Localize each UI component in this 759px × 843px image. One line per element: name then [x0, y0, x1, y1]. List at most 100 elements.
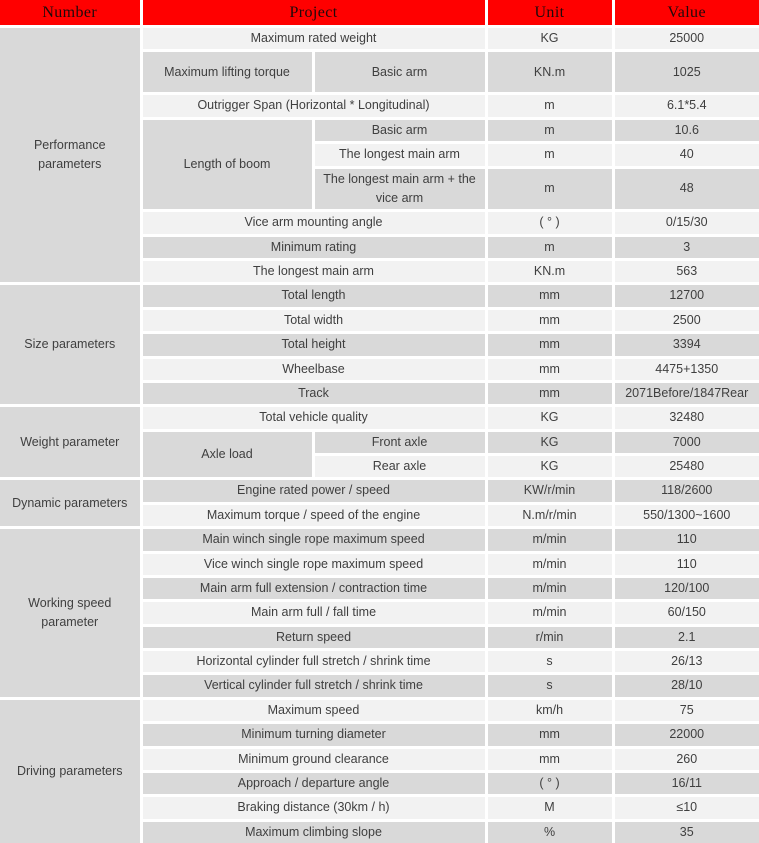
project-cell: Minimum turning diameter: [139, 721, 488, 749]
unit-cell: KW/r/min: [484, 477, 615, 505]
table-row: Horizontal cylinder full stretch / shrin…: [0, 647, 759, 676]
project-cell: Return speed: [139, 623, 488, 652]
value-cell: 0/15/30: [611, 209, 759, 237]
unit-cell: m/min: [484, 574, 615, 603]
table-row: Vertical cylinder full stretch / shrink …: [0, 672, 759, 700]
project-cell: Front axle: [311, 428, 488, 457]
unit-cell: KG: [484, 404, 615, 432]
unit-cell: m/min: [484, 599, 615, 627]
value-cell: 75: [611, 696, 759, 725]
section-label-driving: Driving parameters: [0, 696, 143, 843]
unit-cell: ( ° ): [484, 769, 615, 798]
col-header-unit: Unit: [484, 0, 615, 28]
value-cell: 22000: [611, 721, 759, 749]
project-cell: Maximum torque / speed of the engine: [139, 501, 488, 530]
unit-cell: mm: [484, 721, 615, 749]
table-row: Driving parameters Maximum speed km/h 75: [0, 696, 759, 843]
project-cell: Main winch single rope maximum speed: [139, 526, 488, 554]
col-header-value: Value: [611, 0, 759, 28]
project-cell: Minimum rating: [139, 233, 488, 262]
col-header-project: Project: [139, 0, 488, 28]
value-cell: 260: [611, 745, 759, 773]
unit-cell: mm: [484, 355, 615, 383]
value-cell: 28/10: [611, 672, 759, 700]
project-cell: Approach / departure angle: [139, 769, 488, 798]
table-row: Track mm 2071Before/1847Rear: [0, 379, 759, 408]
header-row: Number Project Unit Value: [0, 0, 759, 28]
table-row: Weight parameter Total vehicle quality K…: [0, 404, 759, 481]
value-cell: 16/11: [611, 769, 759, 798]
value-cell: 25000: [611, 24, 759, 53]
project-cell: Total height: [139, 331, 488, 359]
value-cell: 32480: [611, 404, 759, 432]
project-cell: Braking distance (30km / h): [139, 794, 488, 822]
table-row: Vice winch single rope maximum speed m/m…: [0, 550, 759, 578]
unit-cell: mm: [484, 331, 615, 359]
value-cell: 10.6: [611, 116, 759, 145]
group-cell: Length of boom: [139, 116, 315, 213]
table-row: Maximum torque / speed of the engine N.m…: [0, 501, 759, 530]
project-cell: The longest main arm + the vice arm: [311, 165, 488, 213]
table-row: Size parameters Total length mm 12700: [0, 282, 759, 408]
project-cell: Basic arm: [311, 49, 488, 96]
unit-cell: KG: [484, 428, 615, 457]
project-cell: Vertical cylinder full stretch / shrink …: [139, 672, 488, 700]
value-cell: 118/2600: [611, 477, 759, 505]
unit-cell: mm: [484, 745, 615, 773]
group-cell: Maximum lifting torque: [139, 49, 315, 96]
table-row: Total width mm 2500: [0, 306, 759, 335]
table-row: Main arm full / fall time m/min 60/150: [0, 599, 759, 627]
project-cell: Maximum speed: [139, 696, 488, 725]
table-row: Rear axle KG 25480: [0, 452, 759, 481]
value-cell: 12700: [611, 282, 759, 310]
project-cell: Total width: [139, 306, 488, 335]
unit-cell: M: [484, 794, 615, 822]
section-label-performance: Performance parameters: [0, 24, 143, 286]
table-row: The longest main arm m 40: [0, 141, 759, 169]
value-cell: 2.1: [611, 623, 759, 652]
unit-cell: ( ° ): [484, 209, 615, 237]
unit-cell: m/min: [484, 526, 615, 554]
unit-cell: r/min: [484, 623, 615, 652]
project-cell: The longest main arm: [139, 257, 488, 286]
unit-cell: m: [484, 165, 615, 213]
project-cell: Maximum rated weight: [139, 24, 488, 53]
unit-cell: m: [484, 116, 615, 145]
value-cell: 6.1*5.4: [611, 92, 759, 120]
value-cell: 3394: [611, 331, 759, 359]
value-cell: 40: [611, 141, 759, 169]
table-row: The longest main arm + the vice arm m 48: [0, 165, 759, 213]
project-cell: Total length: [139, 282, 488, 310]
value-cell: 563: [611, 257, 759, 286]
unit-cell: KG: [484, 452, 615, 481]
value-cell: 7000: [611, 428, 759, 457]
unit-cell: KN.m: [484, 49, 615, 96]
unit-cell: s: [484, 672, 615, 700]
project-cell: Track: [139, 379, 488, 408]
unit-cell: %: [484, 818, 615, 843]
value-cell: ≤10: [611, 794, 759, 822]
section-label-dynamic: Dynamic parameters: [0, 477, 143, 530]
value-cell: 60/150: [611, 599, 759, 627]
project-cell: Rear axle: [311, 452, 488, 481]
unit-cell: km/h: [484, 696, 615, 725]
table-row: Vice arm mounting angle ( ° ) 0/15/30: [0, 209, 759, 237]
table-row: Performance parameters Maximum rated wei…: [0, 24, 759, 286]
unit-cell: N.m/r/min: [484, 501, 615, 530]
section-label-size: Size parameters: [0, 282, 143, 408]
group-cell: Axle load: [139, 428, 315, 481]
table-row: Working speed parameter Main winch singl…: [0, 526, 759, 700]
value-cell: 1025: [611, 49, 759, 96]
table-row: Main arm full extension / contraction ti…: [0, 574, 759, 603]
value-cell: 550/1300~1600: [611, 501, 759, 530]
unit-cell: KG: [484, 24, 615, 53]
unit-cell: m/min: [484, 550, 615, 578]
project-cell: Basic arm: [311, 116, 488, 145]
section-label-weight: Weight parameter: [0, 404, 143, 481]
unit-cell: mm: [484, 379, 615, 408]
unit-cell: mm: [484, 306, 615, 335]
value-cell: 110: [611, 550, 759, 578]
value-cell: 48: [611, 165, 759, 213]
